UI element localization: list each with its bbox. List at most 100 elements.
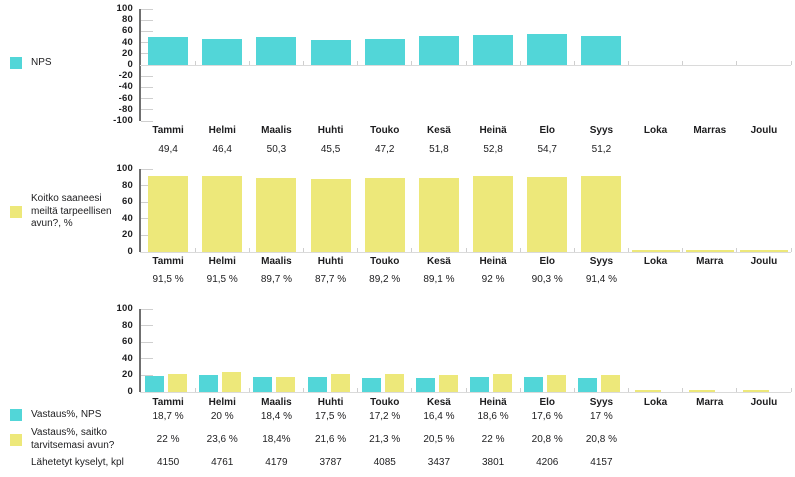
axis-category-tick: [303, 61, 304, 65]
axis-category-tick: [628, 248, 629, 252]
bar: [581, 36, 622, 65]
y-tick-label: 60: [122, 196, 133, 208]
y-tick: [140, 98, 153, 100]
x-label: Huhti: [317, 256, 344, 267]
y-tick: [140, 8, 153, 10]
y-tick: [140, 358, 153, 360]
y-tick: [140, 374, 153, 376]
y-axis-line: [139, 309, 141, 392]
bar: [364, 38, 405, 65]
y-axis-line: [139, 169, 141, 252]
helpfulness-legend-label: Koitko saaneesi meiltä tarpeellisen avun…: [31, 193, 112, 229]
axis-category-tick: [411, 248, 413, 252]
x-label: Heinä: [479, 397, 507, 408]
x-label: Touko: [370, 125, 400, 136]
x-label: Loka: [643, 397, 668, 408]
y-tick-label: 100: [116, 163, 133, 174]
value-label: 21,3 %: [369, 434, 401, 445]
y-tick-label: 20: [122, 369, 133, 381]
value-label: 22 %: [156, 434, 180, 445]
bar: [473, 175, 513, 252]
axis-category-tick: [519, 388, 521, 392]
bar: [547, 374, 567, 392]
value-label: 3801: [481, 457, 505, 468]
x-label: Syys: [589, 125, 614, 136]
bar-stub: [685, 250, 734, 252]
y-tick-label: 100: [116, 303, 133, 314]
response-help-legend-label: Vastaus%, saitko tarvitsemasi avun?: [31, 427, 115, 451]
x-label: Syys: [589, 397, 614, 408]
axis-category-tick: [303, 248, 304, 252]
x-label: Loka: [643, 125, 668, 136]
x-label: Kesä: [426, 256, 451, 267]
y-tick-label: 40: [122, 352, 133, 364]
axis-category-tick: [736, 61, 738, 65]
bar-stub: [631, 250, 680, 252]
y-tick-label: 0: [127, 386, 133, 397]
bar: [222, 372, 242, 392]
axis-category-tick: [573, 61, 575, 65]
axis-category-tick: [303, 388, 304, 392]
axis-category-tick: [736, 248, 738, 252]
x-label: Huhti: [317, 125, 344, 136]
axis-category-tick: [357, 61, 359, 65]
x-label: Kesä: [426, 397, 451, 408]
value-label: 20,8 %: [531, 434, 563, 445]
axis-category-tick: [194, 388, 196, 392]
value-label: 20 %: [210, 411, 234, 422]
y-tick-label: 80: [122, 319, 133, 331]
x-label: Helmi: [208, 397, 236, 408]
response-nps-legend-label: Vastaus%, NPS: [31, 409, 102, 420]
x-label: Touko: [370, 256, 400, 267]
x-label: Maalis: [261, 397, 292, 408]
x-label: Tammi: [152, 125, 184, 136]
value-label: 54,7: [537, 144, 557, 155]
bar: [199, 375, 219, 392]
value-label: 18,4 %: [260, 411, 292, 422]
x-label: Tammi: [152, 256, 184, 267]
value-label: 4157: [590, 457, 613, 468]
bar: [601, 374, 621, 392]
value-label: 4761: [211, 457, 234, 468]
axis-category-tick: [628, 388, 629, 392]
value-label: 17,6 %: [531, 411, 563, 422]
y-tick: [140, 30, 153, 32]
bar: [145, 376, 164, 392]
x-label: Maalis: [261, 256, 292, 267]
axis-category-tick: [790, 388, 792, 392]
y-tick-label: 0: [127, 59, 133, 70]
axis-category-tick: [194, 61, 196, 65]
value-label: 90,3 %: [531, 274, 563, 285]
value-label: 87,7 %: [315, 274, 347, 285]
axis-category-tick: [411, 61, 413, 65]
value-label: 17 %: [590, 411, 613, 422]
y-tick: [140, 53, 153, 55]
axis-category-tick: [411, 388, 413, 392]
y-tick: [140, 218, 153, 220]
y-tick: [140, 86, 153, 88]
y-tick: [140, 75, 153, 77]
value-label: 47,2: [375, 144, 395, 155]
value-label: 18,4%: [262, 434, 291, 445]
x-label: Elo: [539, 397, 556, 408]
y-tick-label: 80: [122, 179, 133, 191]
y-tick: [140, 168, 153, 170]
axis-category-tick: [628, 61, 629, 65]
legend-nps: NPS: [10, 57, 130, 70]
bar: [361, 377, 381, 392]
helpfulness-swatch: [10, 205, 22, 218]
axis-category-tick: [248, 248, 250, 252]
axis-category-tick: [682, 248, 684, 252]
bar: [148, 176, 188, 252]
value-label: 22 %: [481, 434, 505, 445]
axis-category-tick: [194, 248, 196, 252]
y-tick-label: -100: [113, 115, 133, 126]
nps-swatch: [10, 57, 22, 70]
x-label: Marra: [696, 256, 724, 267]
y-tick: [140, 42, 153, 44]
value-label: 4150: [156, 457, 180, 468]
x-label: Kesä: [426, 125, 451, 136]
axis-category-tick: [790, 61, 792, 65]
legend-sent-surveys: Lähetetyt kyselyt, kpl: [10, 457, 150, 470]
